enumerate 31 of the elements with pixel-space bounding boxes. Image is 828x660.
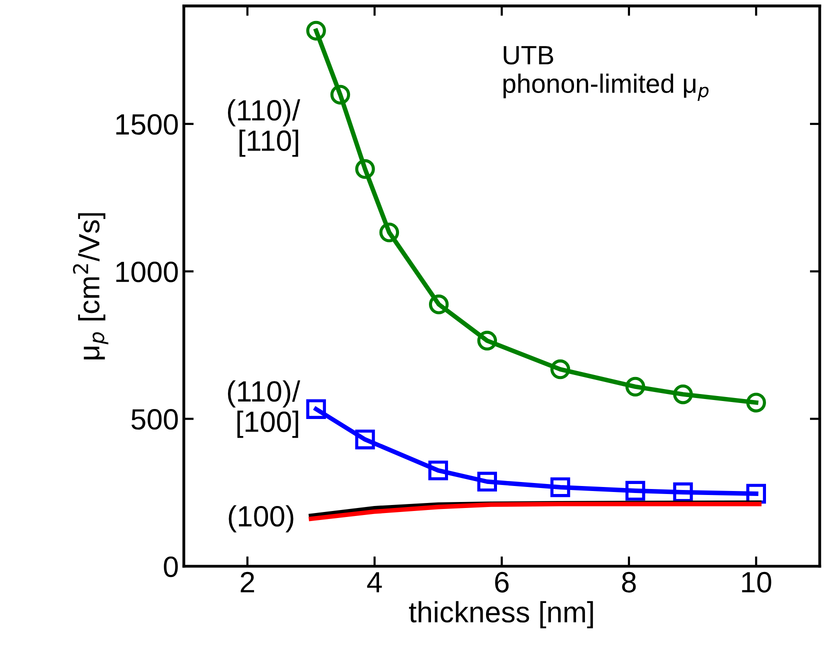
point — [355, 430, 375, 450]
x-tick-label: 4 — [367, 572, 382, 592]
point — [306, 399, 326, 419]
point — [625, 376, 646, 397]
x-axis-title: thickness [nm] — [409, 601, 593, 628]
point — [477, 330, 498, 351]
point — [550, 477, 570, 498]
x-tick-label: 2 — [240, 572, 254, 592]
series-label: (100) — [228, 505, 294, 532]
series-label: (110)/ [110] — [228, 99, 300, 157]
point — [428, 294, 449, 314]
point — [673, 384, 693, 404]
y-tick-label: 0 — [164, 556, 178, 578]
series-label: (110)/ [100] — [228, 380, 300, 438]
point — [550, 359, 570, 380]
y-tick-label: 1000 — [116, 262, 178, 282]
y-axis-title: μ$_{p}$ [cm$^{2}$/Vs] — [72, 213, 108, 360]
y-tick-label: 500 — [131, 409, 178, 430]
point — [746, 392, 766, 412]
annotation: UTB phonon-limited μ$_{p}$ — [503, 46, 709, 101]
point — [355, 159, 375, 179]
point — [306, 20, 326, 41]
point — [428, 460, 448, 480]
x-tick-label: 10 — [742, 572, 772, 593]
point — [330, 84, 350, 105]
point — [379, 222, 400, 242]
point — [477, 472, 498, 492]
x-tick-label: 6 — [495, 572, 509, 593]
point — [625, 480, 646, 501]
y-tick-label: 1500 — [116, 114, 178, 135]
x-tick-label: 8 — [622, 572, 636, 593]
